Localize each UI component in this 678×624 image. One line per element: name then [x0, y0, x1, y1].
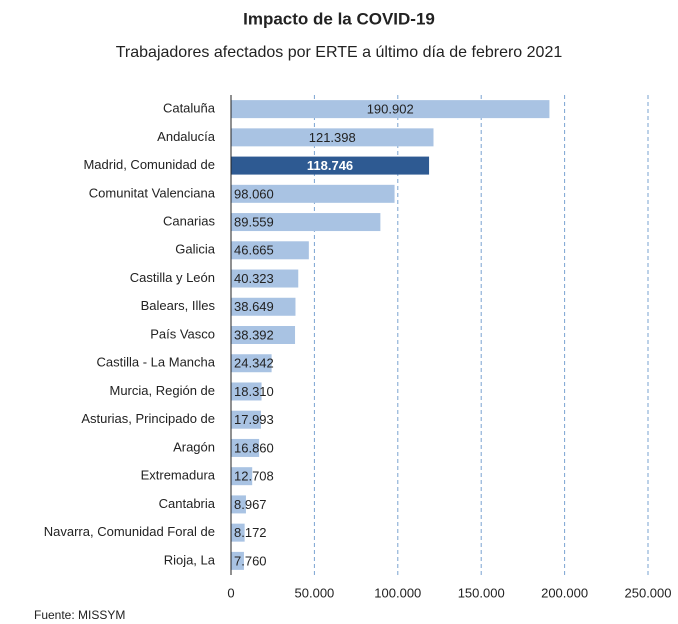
y-tick-label: Balears, Illes — [141, 298, 216, 313]
bar — [231, 467, 253, 486]
value-label: 98.060 — [234, 186, 274, 201]
source: Fuente: MISSYM — [34, 608, 125, 622]
x-tick-label: 100.000 — [374, 585, 421, 600]
bar — [231, 551, 244, 570]
bar — [231, 184, 395, 203]
bar — [231, 128, 434, 147]
x-tick-label: 150.000 — [458, 585, 505, 600]
value-label: 190.902 — [367, 102, 414, 117]
value-label: 17.993 — [234, 412, 274, 427]
bar — [231, 410, 262, 429]
y-tick-label: Andalucía — [157, 129, 216, 144]
value-label: 89.559 — [234, 214, 274, 229]
y-tick-label: Navarra, Comunidad Foral de — [44, 524, 215, 539]
bar — [231, 156, 430, 175]
value-label: 18.310 — [234, 384, 274, 399]
y-tick-label: Murcia, Región de — [110, 383, 216, 398]
value-label: 38.392 — [234, 327, 274, 342]
x-tick-label: 50.000 — [295, 585, 335, 600]
bar — [231, 495, 246, 514]
y-tick-label: Canarias — [163, 213, 216, 228]
y-tick-label: Asturias, Principado de — [81, 411, 215, 426]
value-label: 8.172 — [234, 525, 267, 540]
bar — [231, 382, 262, 401]
bar — [231, 354, 272, 373]
value-label: 8.967 — [234, 497, 267, 512]
y-tick-label: Comunitat Valenciana — [89, 185, 216, 200]
value-label: 24.342 — [234, 356, 274, 371]
value-label: 46.665 — [234, 243, 274, 258]
x-tick-label: 250.000 — [625, 585, 672, 600]
y-tick-label: Rioja, La — [164, 552, 216, 567]
bar — [231, 269, 299, 288]
value-label: 121.398 — [309, 130, 356, 145]
bar — [231, 297, 296, 316]
chart-title: Impacto de la COVID-19 — [243, 9, 435, 28]
y-tick-label: Cataluña — [163, 101, 216, 116]
y-tick-label: Cantabria — [159, 496, 216, 511]
y-tick-label: Castilla y León — [130, 270, 215, 285]
y-tick-label: Extremadura — [141, 468, 216, 483]
bar — [231, 100, 550, 119]
value-label: 7.760 — [234, 553, 267, 568]
bar — [231, 241, 309, 260]
bar — [231, 326, 296, 344]
bar — [231, 213, 381, 232]
x-tick-label: 0 — [227, 585, 234, 600]
chart-subtitle: Trabajadores afectados por ERTE a último… — [116, 44, 563, 61]
value-label: 12.708 — [234, 469, 274, 484]
x-tick-label: 200.000 — [541, 585, 588, 600]
bar — [231, 438, 260, 457]
value-label: 16.860 — [234, 440, 274, 455]
y-tick-label: Castilla - La Mancha — [97, 355, 216, 370]
bar — [231, 523, 245, 542]
y-tick-label: Madrid, Comunidad de — [83, 157, 215, 172]
y-tick-label: Galicia — [175, 242, 216, 257]
y-tick-label: País Vasco — [150, 326, 215, 341]
value-label: 38.649 — [234, 299, 274, 314]
value-label: 118.746 — [307, 158, 353, 173]
value-label: 40.323 — [234, 271, 274, 286]
y-tick-label: Aragón — [173, 439, 215, 454]
